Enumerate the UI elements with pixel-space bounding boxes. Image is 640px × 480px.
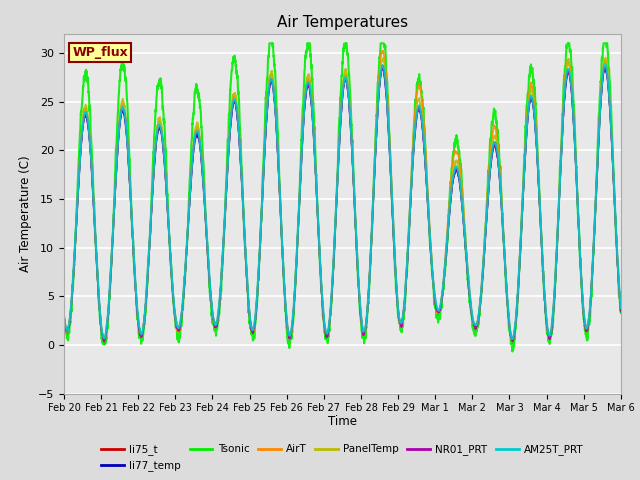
X-axis label: Time: Time <box>328 415 357 428</box>
Text: WP_flux: WP_flux <box>72 46 128 59</box>
Title: Air Temperatures: Air Temperatures <box>277 15 408 30</box>
Y-axis label: Air Temperature (C): Air Temperature (C) <box>19 156 33 272</box>
Legend: li75_t, li77_temp, Tsonic, AirT, PanelTemp, NR01_PRT, AM25T_PRT: li75_t, li77_temp, Tsonic, AirT, PanelTe… <box>97 440 588 476</box>
